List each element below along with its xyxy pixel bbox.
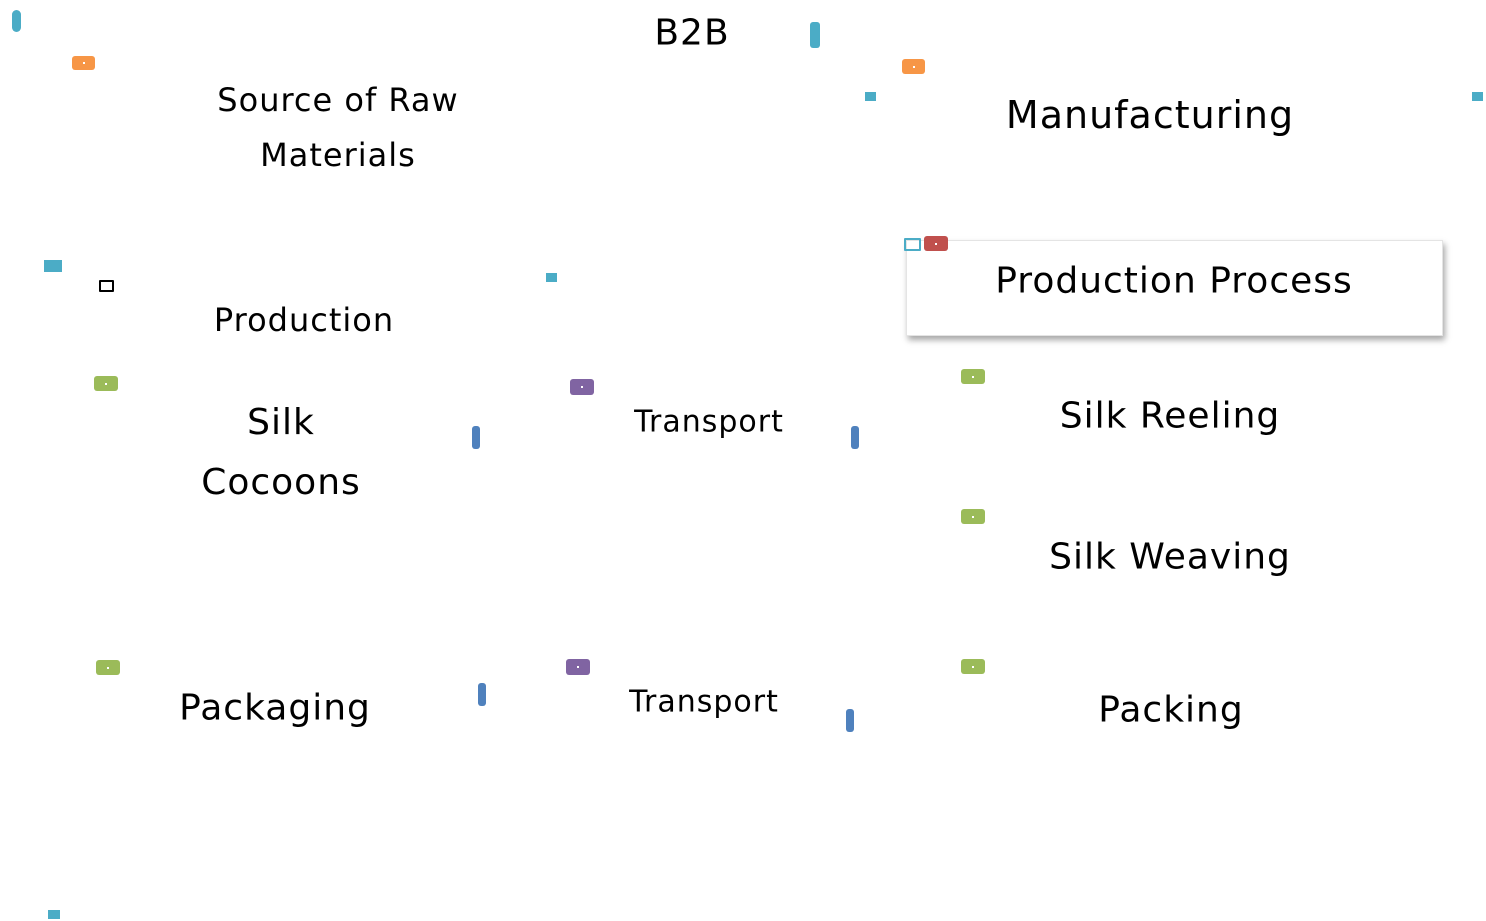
icon <box>961 659 985 674</box>
icon <box>961 509 985 524</box>
icon <box>94 376 118 391</box>
node-label: Transport <box>634 404 784 440</box>
node-label: Packing <box>1098 689 1244 731</box>
icon <box>478 683 486 706</box>
icon <box>851 426 859 449</box>
title: B2B <box>654 12 730 54</box>
icon <box>961 369 985 384</box>
icon <box>810 22 820 48</box>
node-label: Transport <box>629 684 779 720</box>
node-label: Source of Raw Materials <box>217 81 459 174</box>
icon <box>566 659 590 675</box>
icon <box>570 379 594 395</box>
node-label: Silk Cocoons <box>201 402 361 503</box>
node-label: Production Process <box>995 260 1353 302</box>
node-label: Manufacturing <box>1005 93 1295 137</box>
icon <box>902 59 925 74</box>
node-label: Silk Reeling <box>1059 395 1281 437</box>
icon <box>72 56 95 70</box>
icon <box>846 709 854 732</box>
icon <box>12 10 21 32</box>
icon <box>96 660 120 675</box>
node-label: Packaging <box>179 687 371 729</box>
node-label: Silk Weaving <box>1049 536 1291 578</box>
icon <box>44 260 62 272</box>
highlight-box <box>906 240 1443 336</box>
icon <box>48 910 60 919</box>
icon <box>472 426 480 449</box>
icon <box>865 92 876 101</box>
node-label: Production <box>213 301 395 339</box>
icon <box>904 238 921 251</box>
icon <box>924 236 948 251</box>
icon <box>546 273 557 282</box>
icon <box>99 280 114 292</box>
icon <box>1472 92 1483 101</box>
